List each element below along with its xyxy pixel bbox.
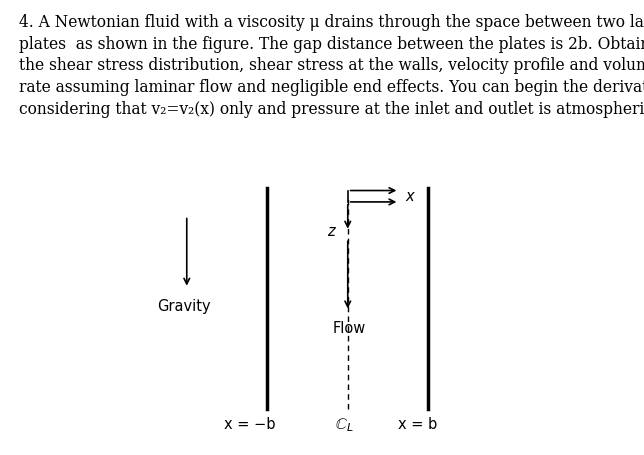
Text: z: z: [327, 224, 335, 238]
Text: $\mathbb{C}_L$: $\mathbb{C}_L$: [335, 415, 354, 433]
Text: Flow: Flow: [333, 321, 366, 336]
Text: x = b: x = b: [398, 416, 437, 431]
Text: the shear stress distribution, shear stress at the walls, velocity profile and v: the shear stress distribution, shear str…: [19, 57, 644, 74]
Text: Gravity: Gravity: [156, 298, 211, 313]
Text: considering that v₂=v₂(x) only and pressure at the inlet and outlet is atmospher: considering that v₂=v₂(x) only and press…: [19, 101, 644, 118]
Text: rate assuming laminar flow and negligible end effects. You can begin the derivat: rate assuming laminar flow and negligibl…: [19, 79, 644, 96]
Text: 4. A Newtonian fluid with a viscosity μ drains through the space between two lar: 4. A Newtonian fluid with a viscosity μ …: [19, 14, 644, 30]
Text: x: x: [406, 188, 414, 203]
Text: x = −b: x = −b: [224, 416, 276, 431]
Text: plates  as shown in the figure. The gap distance between the plates is 2b. Obtai: plates as shown in the figure. The gap d…: [19, 35, 644, 52]
